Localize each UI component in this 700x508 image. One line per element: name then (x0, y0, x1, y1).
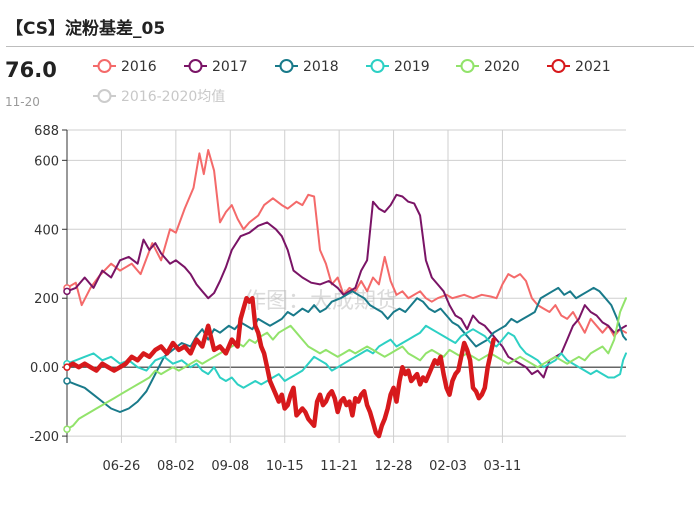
legend-label: 2018 (303, 59, 339, 75)
y-tick-label: -200 (29, 430, 59, 445)
series-lines (63, 149, 627, 439)
series-line-2017 (66, 193, 627, 379)
series-line-2019 (66, 324, 627, 389)
series-start-marker-2018 (63, 377, 71, 385)
series-line-2020 (66, 297, 627, 431)
legend-circle-icon (279, 59, 294, 73)
watermark-text: 作图：大成期货 (244, 289, 398, 314)
legend-label: 2016 (121, 59, 157, 75)
axes: 688 600 400 200 0.00 -200 06-26 08-02 09-08 10-15… (29, 124, 521, 474)
chart-title: 【CS】淀粉基差_05 (6, 19, 166, 39)
legend-circle-icon (370, 59, 385, 73)
x-tick-label: 06-26 (103, 459, 141, 474)
series-start-marker-2021 (63, 363, 71, 371)
title-divider (6, 46, 694, 47)
x-tick-label: 08-02 (157, 459, 195, 474)
legend-circle-icon (188, 59, 203, 73)
y-tick-label: 600 (34, 154, 59, 169)
legend-item-2018[interactable]: 2018 (275, 59, 339, 75)
legend-item-2016-2020均值[interactable]: 2016-2020均值 (93, 89, 225, 105)
x-tick-label: 09-08 (211, 459, 249, 474)
legend-item-2019[interactable]: 2019 (366, 59, 430, 75)
series-start-marker-2020 (63, 425, 71, 433)
latest-date: 11-20 (5, 95, 40, 109)
y-tick-label: 688 (34, 124, 59, 139)
y-tick-label: 200 (34, 292, 59, 307)
legend-circle-icon (551, 59, 566, 73)
series-line-2021 (64, 295, 496, 439)
grid-lines (67, 129, 626, 443)
legend-circle-icon (97, 59, 112, 73)
legend-label: 2019 (394, 59, 430, 75)
legend-label: 2017 (212, 59, 248, 75)
x-tick-label: 11-21 (320, 459, 358, 474)
legend-circle-icon (97, 89, 112, 103)
legend-item-2021[interactable]: 2021 (547, 59, 611, 75)
x-tick-label: 02-03 (429, 459, 467, 474)
x-tick-label: 10-15 (266, 459, 304, 474)
series-start-marker-2017 (63, 287, 71, 296)
x-tick-label: 12-28 (375, 459, 413, 474)
x-tick-label: 03-11 (484, 459, 522, 474)
legend-label: 2020 (484, 59, 520, 75)
latest-value: 76.0 (5, 58, 57, 82)
y-tick-label: 0.00 (30, 361, 59, 376)
legend-item-2016[interactable]: 2016 (93, 59, 157, 75)
legend-label: 2016-2020均值 (121, 89, 225, 105)
y-tick-label: 400 (34, 223, 59, 238)
legend-item-2017[interactable]: 2017 (184, 59, 248, 75)
legend[interactable]: 2016 2017 2018 2019 2020 2021 2016-2020均值 (93, 59, 611, 105)
legend-circle-icon (460, 59, 475, 73)
legend-item-2020[interactable]: 2020 (456, 59, 520, 75)
legend-label: 2021 (575, 59, 611, 75)
series-line-2016 (66, 149, 627, 338)
